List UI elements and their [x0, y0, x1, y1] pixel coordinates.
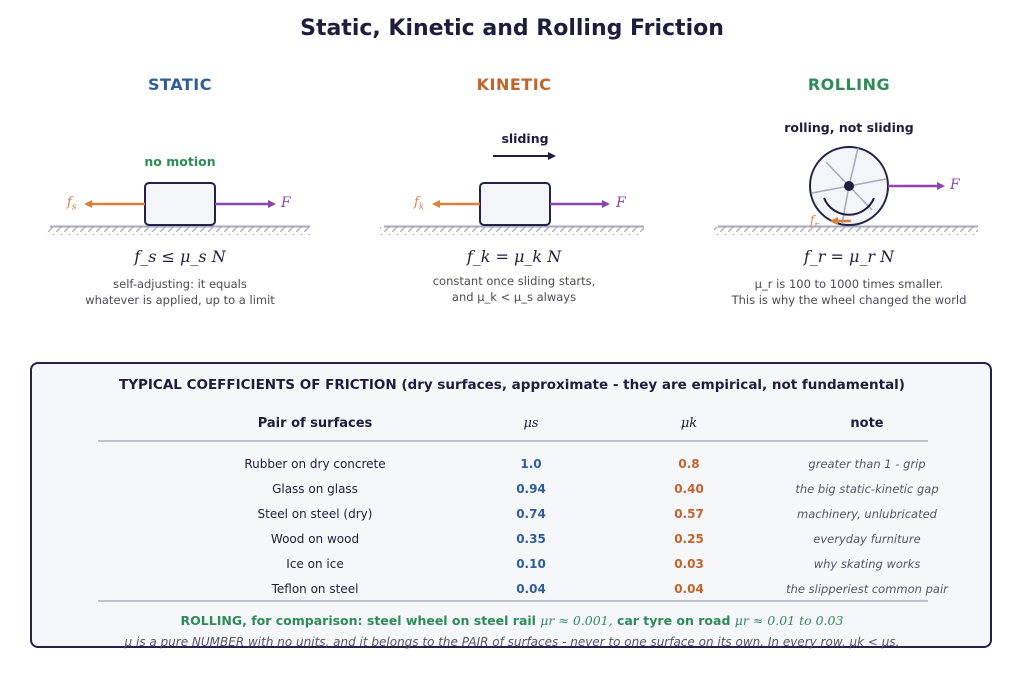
rolling-caption: μ_r is 100 to 1000 times smaller. This i… — [732, 276, 967, 308]
table-title: TYPICAL COEFFICIENTS OF FRICTION (dry su… — [119, 377, 905, 393]
rolling-state-label: rolling, not sliding — [784, 120, 914, 135]
static-friction-label: fs — [67, 195, 77, 213]
cell-mu-k: 0.57 — [674, 507, 704, 521]
cell-mu-s: 0.94 — [516, 482, 546, 496]
rolling-tyre-value: μr ≈ 0.01 to 0.03 — [734, 613, 844, 628]
header-mu-k: μk — [680, 416, 698, 431]
page-title: Static, Kinetic and Rolling Friction — [300, 16, 724, 41]
cell-note: the slipperiest common pair — [786, 582, 948, 596]
cell-mu-k: 0.03 — [674, 557, 704, 571]
static-caption-line1: self-adjusting: it equals — [113, 277, 247, 291]
rolling-heading: ROLLING — [807, 75, 891, 94]
cell-note: machinery, unlubricated — [797, 507, 937, 521]
cell-note: the big static-kinetic gap — [795, 482, 939, 496]
cell-mu-k: 0.8 — [678, 457, 700, 471]
cell-pair: Teflon on steel — [271, 582, 359, 596]
ground-hatch — [46, 227, 310, 235]
cell-mu-s: 1.0 — [520, 457, 542, 471]
static-formula: f_s ≤ μ_s N — [134, 247, 226, 266]
static-diagram — [46, 182, 310, 235]
cell-pair: Glass on glass — [272, 482, 358, 496]
kinetic-force-label: F — [616, 195, 626, 211]
block — [144, 182, 216, 226]
footer-note: μ is a pure NUMBER with no units, and it… — [124, 635, 900, 649]
rolling-caption-line1: μ_r is 100 to 1000 times smaller. — [754, 277, 944, 291]
ground-hatch — [714, 227, 978, 235]
footer-divider — [98, 600, 928, 602]
kinetic-caption: constant once sliding starts, and μ_k < … — [433, 273, 596, 305]
cell-note: everyday furniture — [813, 532, 921, 546]
kinetic-caption-line1: constant once sliding starts, — [432, 274, 596, 288]
kinetic-formula: f_k = μ_k N — [466, 247, 562, 266]
rolling-tyre-text: car tyre on road — [616, 613, 731, 628]
kinetic-friction-label: fk — [414, 195, 425, 213]
static-caption-line2: whatever is applied, up to a limit — [85, 293, 275, 307]
kinetic-diagram — [380, 152, 644, 235]
rolling-force-label: F — [950, 177, 960, 193]
static-caption: self-adjusting: it equals whatever is ap… — [85, 276, 275, 308]
cell-mu-k: 0.25 — [674, 532, 704, 546]
static-force-label: F — [281, 195, 291, 211]
cell-note: greater than 1 - grip — [808, 457, 926, 471]
rolling-diagram — [714, 146, 978, 235]
header-mu-s: μs — [523, 416, 539, 431]
cell-note: why skating works — [813, 557, 921, 571]
cell-mu-s: 0.74 — [516, 507, 546, 521]
wheel — [809, 146, 889, 226]
rotation-arc — [823, 197, 875, 216]
ground-hatch — [380, 227, 644, 235]
axle — [844, 181, 854, 191]
coefficients-table-panel — [30, 362, 992, 648]
static-heading-text: STATIC — [148, 75, 212, 94]
kinetic-caption-line2: and μ_k < μ_s always — [451, 290, 577, 304]
cell-mu-s: 0.35 — [516, 532, 546, 546]
cell-pair: Steel on steel (dry) — [257, 507, 373, 521]
cell-pair: Ice on ice — [286, 557, 344, 571]
kinetic-heading: KINETIC — [476, 75, 552, 94]
cell-mu-s: 0.10 — [516, 557, 546, 571]
static-heading: STATIC — [148, 75, 212, 94]
kinetic-state-label: sliding — [501, 131, 549, 146]
static-state-label: no motion — [144, 154, 216, 169]
cell-mu-k: 0.40 — [674, 482, 704, 496]
cell-pair: Rubber on dry concrete — [244, 457, 386, 471]
rolling-rail-value: μr ≈ 0.001, — [540, 613, 613, 628]
header-note: note — [850, 416, 884, 431]
rolling-formula: f_r = μ_r N — [803, 247, 895, 266]
rolling-friction-label: fr — [810, 213, 819, 230]
cell-mu-s: 0.04 — [516, 582, 546, 596]
rolling-comparison: ROLLING, for comparison: steel wheel on … — [181, 613, 844, 628]
header-pair: Pair of surfaces — [257, 416, 373, 431]
cell-pair: Wood on wood — [270, 532, 360, 546]
rolling-caption-line2: This is why the wheel changed the world — [731, 293, 967, 307]
header-divider — [98, 440, 928, 442]
rolling-prefix: ROLLING, for comparison: steel wheel on … — [180, 613, 536, 628]
block — [479, 182, 551, 226]
cell-mu-k: 0.04 — [674, 582, 704, 596]
